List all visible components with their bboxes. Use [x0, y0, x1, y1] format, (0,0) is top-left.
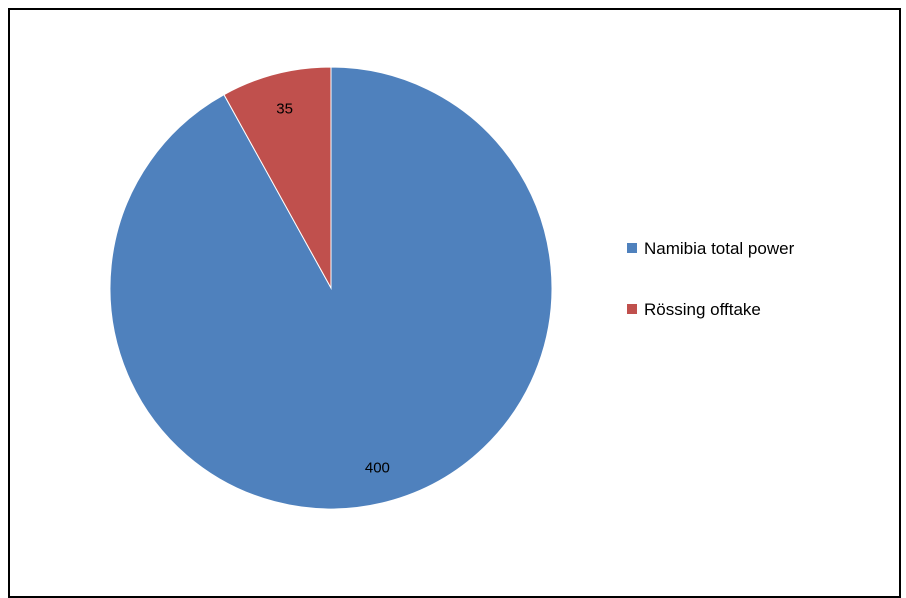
data-labels: 400 35 [276, 100, 390, 476]
data-label-1: 35 [276, 100, 293, 117]
pie-chart: 400 35 Namibia total power Rössing offtake [109, 66, 795, 510]
legend-label-1: Rössing offtake [644, 300, 761, 319]
legend-swatch-1 [627, 304, 637, 314]
legend: Namibia total power Rössing offtake [627, 239, 795, 319]
legend-swatch-0 [627, 243, 637, 253]
pie-slices [109, 66, 553, 510]
legend-label-0: Namibia total power [644, 239, 795, 258]
pie-slice-1 [223, 66, 332, 290]
data-label-0: 400 [365, 460, 390, 477]
